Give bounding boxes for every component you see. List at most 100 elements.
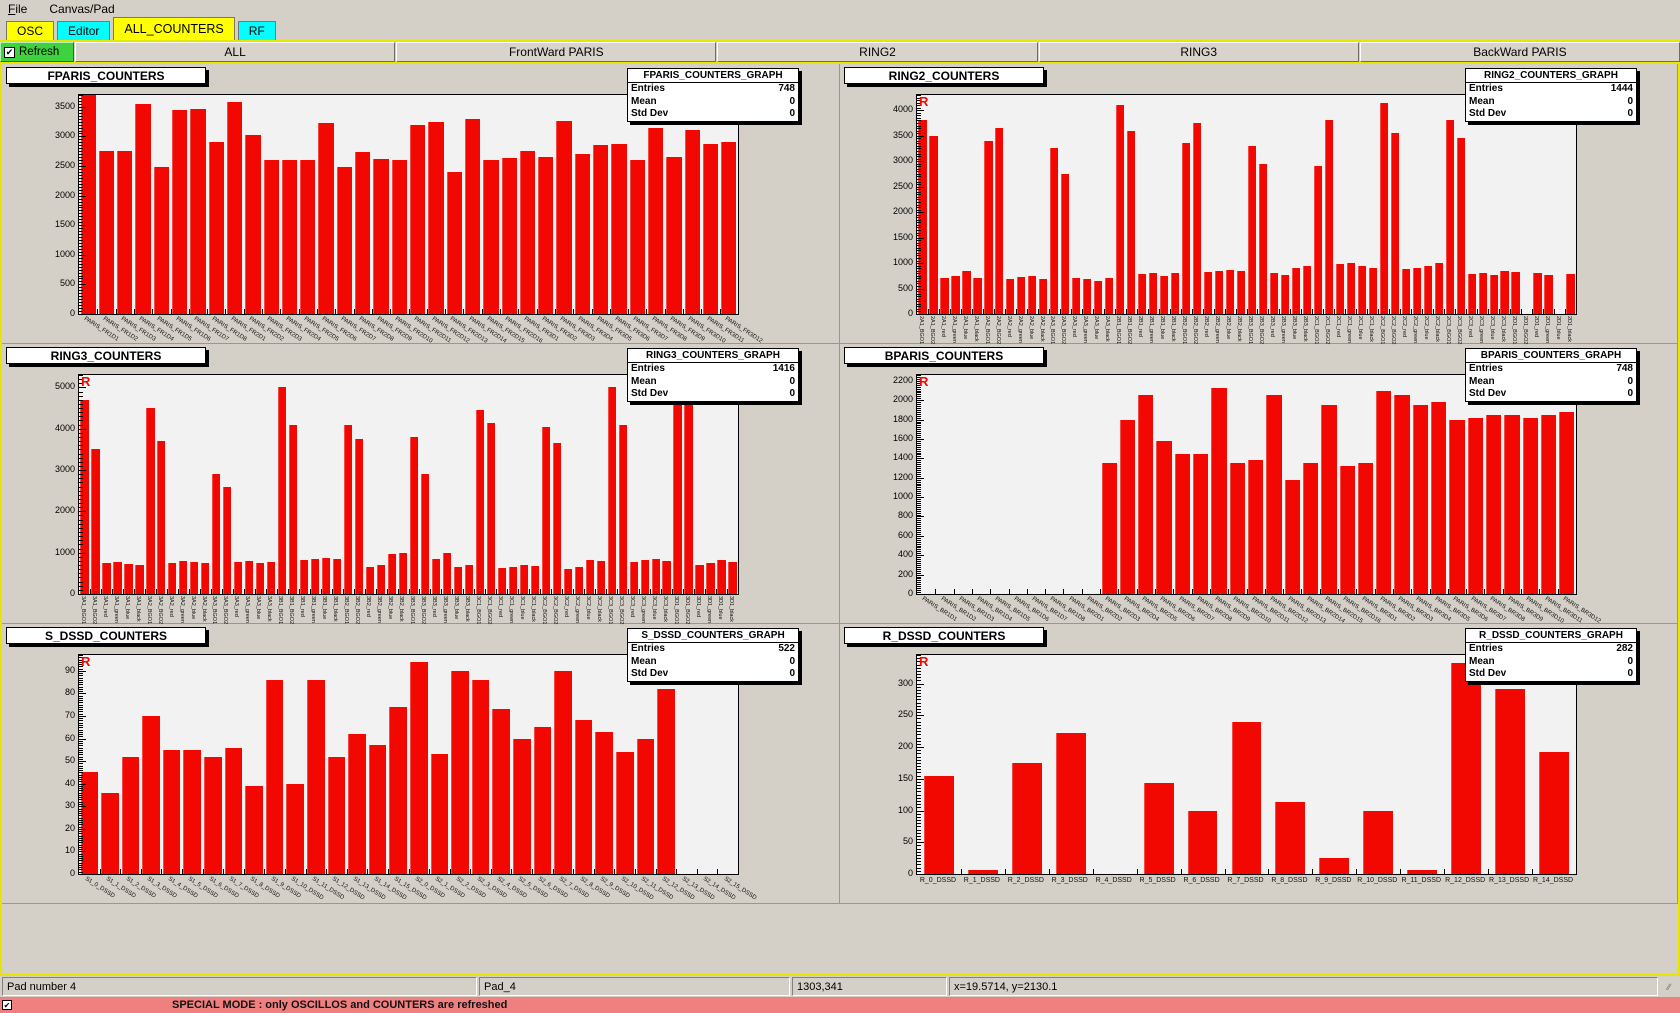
stats-box[interactable]: RING3_COUNTERS_GRAPH Entries 1416 Mean 0 S… xyxy=(627,348,799,402)
y-axis-tick xyxy=(79,749,83,751)
y-axis-tick xyxy=(79,160,83,162)
plot-frame[interactable]: R xyxy=(78,654,739,875)
x-axis-tick xyxy=(1037,309,1039,314)
tab-editor[interactable]: Editor xyxy=(57,21,111,40)
tab-osc[interactable]: OSC xyxy=(6,21,55,40)
histogram-title-box[interactable]: RING3_COUNTERS xyxy=(6,347,206,364)
menu-canvas-pad[interactable]: Canvas/Pad xyxy=(49,2,115,16)
bar xyxy=(1431,402,1447,594)
bar xyxy=(552,443,561,594)
pad-bparis-counters[interactable]: BPARIS_COUNTERS BPARIS_COUNTERS_GRAPH En… xyxy=(840,344,1678,625)
bar xyxy=(673,391,682,594)
x-axis-tick xyxy=(243,589,245,594)
tab-rf[interactable]: RF xyxy=(237,21,276,40)
bar xyxy=(1302,265,1312,314)
histogram-title-box[interactable]: S_DSSD_COUNTERS xyxy=(6,627,206,644)
y-axis-tick xyxy=(917,522,921,524)
x-axis-tick xyxy=(1466,589,1468,594)
x-axis-tick xyxy=(1392,589,1394,594)
pad-fparis-counters[interactable]: FPARIS_COUNTERS FPARIS_COUNTERS_GRAPH En… xyxy=(2,64,840,345)
resize-grip[interactable]: ∕∕ xyxy=(1667,981,1671,992)
stats-box[interactable]: S_DSSD_COUNTERS_GRAPH Entries 522 Mean 0 S… xyxy=(627,628,799,682)
stats-box[interactable]: R_DSSD_COUNTERS_GRAPH Entries 282 Mean 0 S… xyxy=(1465,628,1637,682)
x-tick-label: 2B3_red xyxy=(1269,316,1276,337)
pad-ring3-counters[interactable]: RING3_COUNTERS RING3_COUNTERS_GRAPH Entr… xyxy=(2,344,840,624)
y-axis-tick xyxy=(79,661,83,663)
plot-frame[interactable]: R xyxy=(916,94,1577,315)
y-axis-tick xyxy=(917,816,921,818)
histogram-title-box[interactable]: R_DSSD_COUNTERS xyxy=(844,627,1044,644)
x-axis-tick xyxy=(1045,589,1047,594)
x-axis-tick xyxy=(287,589,289,594)
x-tick-label: 2A1_BGO2 xyxy=(928,316,935,345)
button-backward-paris[interactable]: BackWard PARIS xyxy=(1359,42,1680,62)
x-axis-tick xyxy=(1008,589,1010,594)
bar xyxy=(1192,123,1202,314)
x-tick-label: 2A3_blue xyxy=(1093,316,1100,340)
plot-frame[interactable]: R xyxy=(78,374,739,595)
button-ring2[interactable]: RING2 xyxy=(717,42,1038,62)
root-canvas[interactable]: FPARIS_COUNTERS FPARIS_COUNTERS_GRAPH En… xyxy=(0,62,1680,976)
button-frontward-paris[interactable]: FrontWard PARIS xyxy=(396,42,717,62)
bar xyxy=(951,275,960,314)
stats-box[interactable]: RING2_COUNTERS_GRAPH Entries 1444 Mean 0 S… xyxy=(1465,68,1637,122)
bar xyxy=(618,424,627,594)
toolbar: ✔ Refresh ALL FrontWard PARIS RING2 RING… xyxy=(0,42,1680,62)
x-axis-tick xyxy=(155,589,157,594)
y-axis-tick xyxy=(917,204,921,206)
y-axis-tick xyxy=(917,112,921,114)
bar xyxy=(464,565,474,594)
button-ring3[interactable]: RING3 xyxy=(1038,42,1359,62)
plot-frame[interactable]: R xyxy=(916,654,1577,875)
x-axis-tick xyxy=(573,309,575,314)
stats-box[interactable]: BPARIS_COUNTERS_GRAPH Entries 748 Mean 0 S… xyxy=(1465,348,1637,402)
x-axis-tick xyxy=(1092,869,1094,874)
histogram-title-box[interactable]: BPARIS_COUNTERS xyxy=(844,347,1044,364)
x-axis-tick xyxy=(953,589,955,594)
y-axis-tick xyxy=(917,384,921,386)
stats-box[interactable]: FPARIS_COUNTERS_GRAPH Entries 748 Mean 0 S… xyxy=(627,68,799,122)
x-axis-tick xyxy=(430,589,432,594)
x-axis-tick xyxy=(254,589,256,594)
bar xyxy=(1500,270,1509,314)
x-axis-tick xyxy=(1565,309,1567,314)
y-axis-tick xyxy=(79,761,86,763)
stats-stddev-label: Std Dev xyxy=(631,668,669,679)
refresh-checkbox[interactable]: ✔ xyxy=(4,46,15,58)
refresh-toggle[interactable]: ✔ Refresh xyxy=(0,42,74,62)
y-axis-tick xyxy=(917,217,921,219)
bar xyxy=(1467,274,1476,314)
menu-file[interactable]: File xyxy=(8,2,28,16)
special-mode-checkbox[interactable]: ✔ xyxy=(2,1000,12,1010)
histogram-title-box[interactable]: RING2_COUNTERS xyxy=(844,67,1044,84)
button-all[interactable]: ALL xyxy=(75,42,396,62)
y-axis-tick xyxy=(917,667,921,669)
bar xyxy=(263,160,279,314)
stats-mean-label: Mean xyxy=(1469,375,1495,387)
x-axis-tick xyxy=(353,309,355,314)
bar xyxy=(442,552,452,594)
y-axis-tick xyxy=(917,194,921,196)
bar xyxy=(666,157,682,314)
x-tick-label: 3B1_black xyxy=(332,596,339,622)
pad-ring2-counters[interactable]: RING2_COUNTERS RING2_COUNTERS_GRAPH Entr… xyxy=(840,64,1678,344)
y-axis-tick xyxy=(917,705,921,707)
pad-s-dssd-counters[interactable]: S_DSSD_COUNTERS S_DSSD_COUNTERS_GRAPH En… xyxy=(2,624,840,904)
y-axis-tick xyxy=(79,655,83,656)
tab-all-counters[interactable]: ALL_COUNTERS xyxy=(113,17,235,40)
bar xyxy=(208,142,224,314)
y-axis-tick xyxy=(917,400,924,402)
x-axis-tick xyxy=(1213,309,1215,314)
plot-frame[interactable]: R xyxy=(78,94,739,315)
y-axis-tick xyxy=(79,783,86,785)
x-tick-label: 2D1_BGO1 xyxy=(1510,316,1517,345)
y-axis-tick xyxy=(917,572,921,574)
y-tick-label: 150 xyxy=(897,772,913,783)
y-axis-tick xyxy=(79,293,83,295)
histogram-title-box[interactable]: FPARIS_COUNTERS xyxy=(6,67,206,84)
pad-r-dssd-counters[interactable]: R_DSSD_COUNTERS R_DSSD_COUNTERS_GRAPH En… xyxy=(840,624,1678,904)
y-axis-tick xyxy=(917,125,921,127)
y-axis-tick xyxy=(917,489,921,491)
plot-frame[interactable]: R xyxy=(916,374,1577,595)
x-axis-tick xyxy=(1433,309,1435,314)
